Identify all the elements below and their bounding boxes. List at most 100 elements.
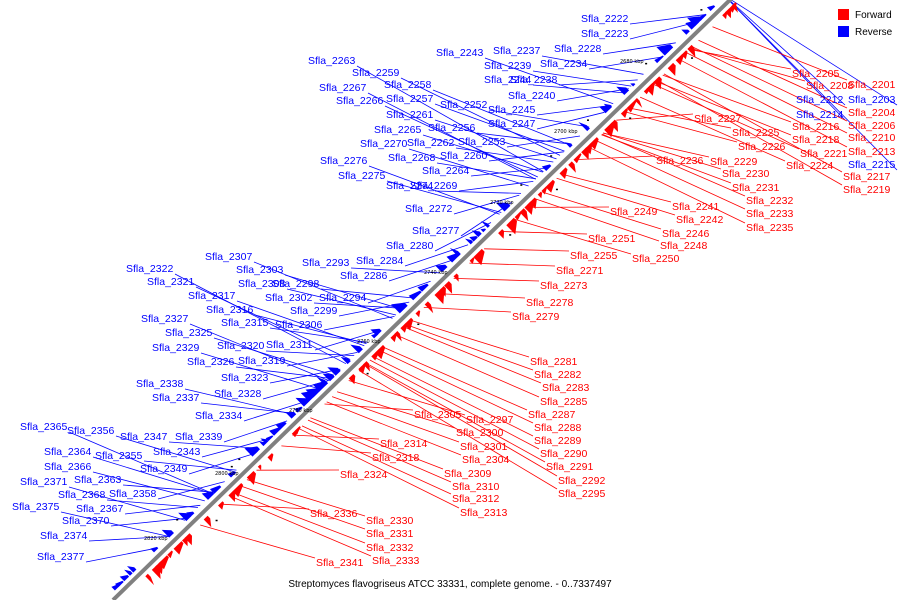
forward-leader-line bbox=[662, 74, 792, 123]
reverse-leader-line bbox=[168, 441, 259, 449]
reverse-gene-label: Sfla_2298 bbox=[272, 278, 319, 290]
forward-gene-label: Sfla_2232 bbox=[746, 195, 793, 207]
reverse-gene-label: Sfla_2222 bbox=[581, 13, 628, 25]
forward-gene-glyph bbox=[649, 81, 656, 90]
forward-leader-line bbox=[299, 428, 460, 509]
forward-gene-glyph bbox=[545, 179, 555, 193]
kbp-tick-label: 2700 kbp bbox=[554, 129, 578, 135]
forward-gene-glyph bbox=[514, 211, 522, 221]
reverse-leader-line bbox=[388, 259, 453, 282]
reverse-gene-label: Sfla_2307 bbox=[205, 251, 252, 263]
forward-gene-label: Sfla_2250 bbox=[632, 253, 679, 265]
forward-gene-label: Sfla_2287 bbox=[528, 409, 575, 421]
reverse-gene-glyph bbox=[244, 446, 260, 457]
forward-gene-label: Sfla_2210 bbox=[848, 132, 895, 144]
reverse-gene-label: Sfla_2239 bbox=[484, 60, 531, 72]
axis-line bbox=[111, 0, 733, 600]
forward-gene-glyph bbox=[722, 11, 728, 20]
reverse-gene-label: Sfla_2308 bbox=[238, 278, 285, 290]
forward-gene-label: Sfla_2297 bbox=[466, 414, 513, 426]
forward-gene-glyph bbox=[653, 76, 662, 90]
forward-leader-line bbox=[639, 96, 786, 162]
reverse-leader-line bbox=[88, 536, 169, 542]
reverse-gene-label: Sfla_2238 bbox=[510, 74, 557, 86]
forward-gene-label: Sfla_2282 bbox=[534, 369, 581, 381]
forward-gene-glyph bbox=[681, 50, 688, 60]
reverse-gene-label: Sfla_2277 bbox=[412, 225, 459, 237]
forward-gene-glyph bbox=[232, 483, 244, 498]
map-caption: Streptomyces flavogriseus ATCC 33331, co… bbox=[288, 579, 612, 590]
forward-gene-glyph bbox=[363, 361, 370, 372]
reverse-gene-glyph bbox=[480, 228, 486, 233]
reverse-leader-line bbox=[269, 368, 341, 384]
forward-gene-glyph bbox=[610, 119, 618, 132]
reverse-leader-line bbox=[422, 134, 543, 173]
forward-gene-glyph bbox=[731, 3, 738, 13]
reverse-gene-glyph bbox=[269, 427, 281, 436]
reverse-leader-line bbox=[323, 316, 395, 331]
reverse-gene-label: Sfla_2329 bbox=[152, 342, 199, 354]
reverse-gene-label: Sfla_2223 bbox=[581, 28, 628, 40]
gene-dot bbox=[691, 57, 694, 59]
forward-gene-glyph bbox=[267, 453, 274, 462]
reverse-gene-label: Sfla_2343 bbox=[153, 446, 200, 458]
forward-gene-glyph bbox=[626, 100, 637, 113]
forward-gene-label: Sfla_2224 bbox=[786, 160, 833, 172]
forward-leader-line bbox=[281, 445, 372, 454]
forward-gene-label: Sfla_2304 bbox=[462, 454, 509, 466]
forward-leader-line bbox=[603, 132, 722, 170]
reverse-gene-label: Sfla_2276 bbox=[320, 155, 367, 167]
reverse-leader-line bbox=[106, 499, 199, 508]
reverse-leader-line bbox=[92, 456, 213, 494]
forward-gene-label: Sfla_2336 bbox=[310, 508, 357, 520]
reverse-gene-label: Sfla_2334 bbox=[195, 410, 242, 422]
reverse-leader-line bbox=[476, 132, 572, 145]
forward-leader-line bbox=[324, 403, 414, 411]
reverse-leader-line bbox=[730, 0, 898, 106]
forward-gene-glyph bbox=[358, 363, 366, 374]
kbp-tick-label: 2800 kbp bbox=[215, 471, 239, 477]
reverse-gene-label: Sfla_2299 bbox=[290, 305, 337, 317]
legend-forward-swatch bbox=[838, 9, 849, 20]
reverse-gene-label: Sfla_2212 bbox=[796, 94, 843, 106]
kbp-tick-label: 2720 kbp bbox=[490, 200, 514, 206]
reverse-gene-label: Sfla_2245 bbox=[488, 104, 535, 116]
forward-gene-label: Sfla_2251 bbox=[588, 233, 635, 245]
forward-gene-label: Sfla_2278 bbox=[526, 297, 573, 309]
reverse-gene-glyph bbox=[227, 471, 237, 478]
reverse-leader-line bbox=[556, 88, 629, 102]
reverse-leader-line bbox=[536, 111, 605, 130]
forward-leader-line bbox=[514, 218, 632, 255]
reverse-gene-label: Sfla_2260 bbox=[440, 150, 487, 162]
gene-dot bbox=[238, 458, 241, 461]
reverse-gene-glyph bbox=[656, 44, 674, 56]
reverse-leader-line bbox=[541, 55, 644, 75]
forward-gene-label: Sfla_2285 bbox=[540, 396, 587, 408]
reverse-leader-line bbox=[432, 89, 571, 146]
forward-leader-line bbox=[292, 434, 380, 440]
reverse-gene-label: Sfla_2263 bbox=[308, 55, 355, 67]
reverse-gene-label: Sfla_2293 bbox=[302, 257, 349, 269]
forward-gene-label: Sfla_2318 bbox=[372, 452, 419, 464]
reverse-leader-line bbox=[602, 42, 676, 55]
reverse-leader-line bbox=[458, 181, 534, 192]
reverse-leader-line bbox=[532, 84, 625, 94]
reverse-gene-glyph bbox=[260, 438, 269, 444]
reverse-gene-glyph bbox=[408, 290, 422, 301]
reverse-gene-glyph bbox=[285, 411, 297, 419]
reverse-gene-label: Sfla_2349 bbox=[140, 463, 187, 475]
reverse-gene-label: Sfla_2326 bbox=[187, 356, 234, 368]
reverse-gene-label: Sfla_2355 bbox=[95, 450, 142, 462]
legend-forward-label: Forward bbox=[855, 10, 892, 21]
reverse-gene-label: Sfla_2377 bbox=[37, 551, 84, 563]
reverse-leader-line bbox=[629, 14, 705, 25]
forward-gene-label: Sfla_2205 bbox=[792, 68, 839, 80]
reverse-gene-label: Sfla_2356 bbox=[67, 425, 114, 437]
reverse-gene-label: Sfla_2364 bbox=[44, 446, 91, 458]
reverse-leader-line bbox=[200, 352, 320, 390]
reverse-gene-label: Sfla_2284 bbox=[356, 255, 403, 267]
forward-gene-label: Sfla_2217 bbox=[843, 171, 890, 183]
forward-gene-glyph bbox=[218, 501, 224, 510]
gene-dot bbox=[520, 184, 523, 186]
